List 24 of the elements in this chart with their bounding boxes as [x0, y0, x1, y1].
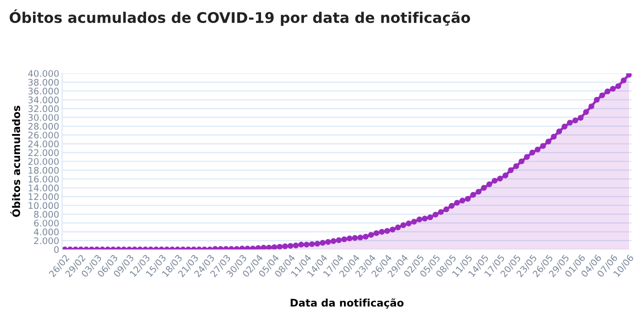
- y-tick-label: 8.000: [34, 210, 59, 218]
- y-tick-label: 14.000: [28, 184, 59, 192]
- y-tick-label: 22.000: [28, 149, 59, 156]
- y-axis-title: Óbitos acumulados: [10, 106, 20, 217]
- y-tick-label: 30.000: [28, 114, 59, 121]
- y-tick-label: 32.000: [28, 105, 59, 112]
- y-tick-label: 20.000: [28, 158, 59, 165]
- y-tick-label: 40.000: [28, 70, 59, 77]
- y-tick-label: 0: [54, 246, 59, 253]
- x-axis-title: Data da notificação: [290, 298, 404, 309]
- chart-title: Óbitos acumulados de COVID-19 por data de notificação: [10, 9, 470, 26]
- y-tick-label: 10.000: [28, 202, 59, 209]
- y-tick-label: 2.000: [34, 237, 59, 244]
- y-tick-label: 38.000: [28, 78, 59, 86]
- y-tick-label: 36.000: [28, 88, 59, 95]
- y-tick-label: 16.000: [28, 176, 59, 183]
- y-tick-label: 4.000: [34, 228, 59, 236]
- y-tick-label: 34.000: [28, 96, 59, 104]
- y-tick-label: 26.000: [28, 132, 59, 139]
- y-tick-label: 24.000: [28, 140, 59, 148]
- y-tick-label: 12.000: [28, 193, 59, 200]
- y-tick-label: 28.000: [28, 122, 59, 130]
- y-tick-label: 18.000: [28, 166, 59, 174]
- y-tick-label: 6.000: [34, 220, 59, 227]
